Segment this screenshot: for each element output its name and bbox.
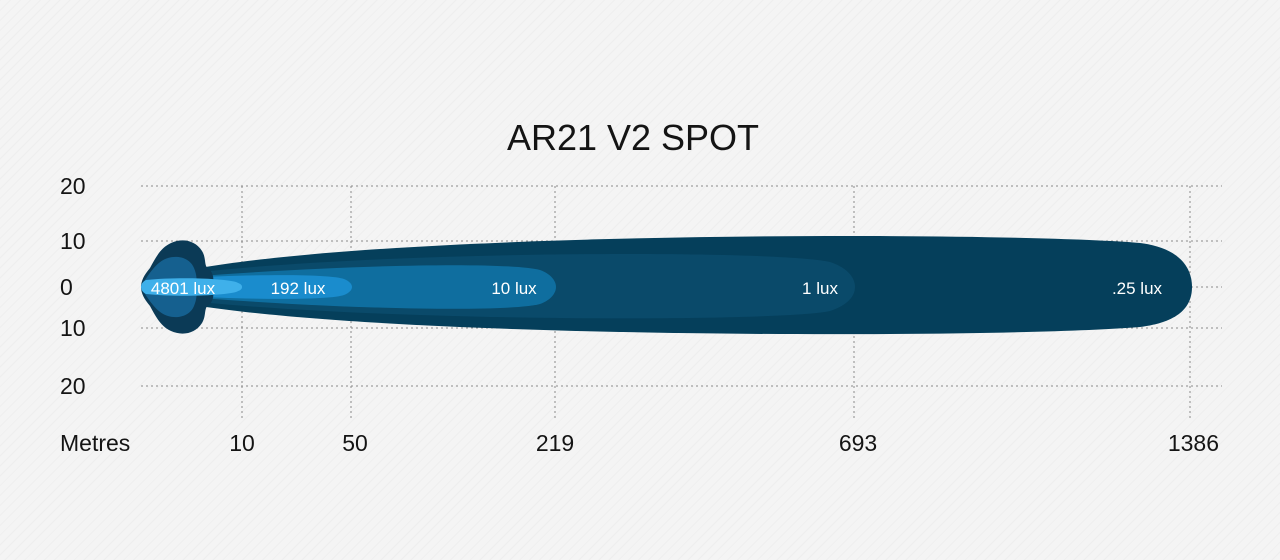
y-tick-0: 0 — [60, 274, 73, 300]
zone-label-025: .25 lux — [1112, 279, 1163, 298]
x-tick-10: 10 — [229, 430, 255, 456]
chart-title: AR21 V2 SPOT — [507, 117, 759, 158]
y-tick-bottom-10: 10 — [60, 315, 86, 341]
zone-4801-lux — [141, 278, 242, 296]
zone-label-10: 10 lux — [491, 279, 537, 298]
zone-label-1: 1 lux — [802, 279, 838, 298]
zone-labels: 4801 lux 192 lux 10 lux 1 lux .25 lux — [151, 279, 1163, 298]
x-tick-693: 693 — [839, 430, 877, 456]
x-tick-219: 219 — [536, 430, 574, 456]
x-axis-label: Metres — [60, 430, 130, 456]
x-tick-50: 50 — [342, 430, 368, 456]
zone-label-4801: 4801 lux — [151, 279, 216, 298]
x-tick-1386: 1386 — [1168, 430, 1219, 456]
beam-zones — [141, 236, 1192, 335]
y-tick-top-10: 10 — [60, 228, 86, 254]
y-tick-bottom-20: 20 — [60, 373, 86, 399]
x-axis-ticks: Metres 10 50 219 693 1386 — [60, 430, 1219, 456]
zone-label-192: 192 lux — [271, 279, 326, 298]
y-axis-ticks: 20 10 0 10 20 — [60, 173, 86, 399]
y-tick-top-20: 20 — [60, 173, 86, 199]
